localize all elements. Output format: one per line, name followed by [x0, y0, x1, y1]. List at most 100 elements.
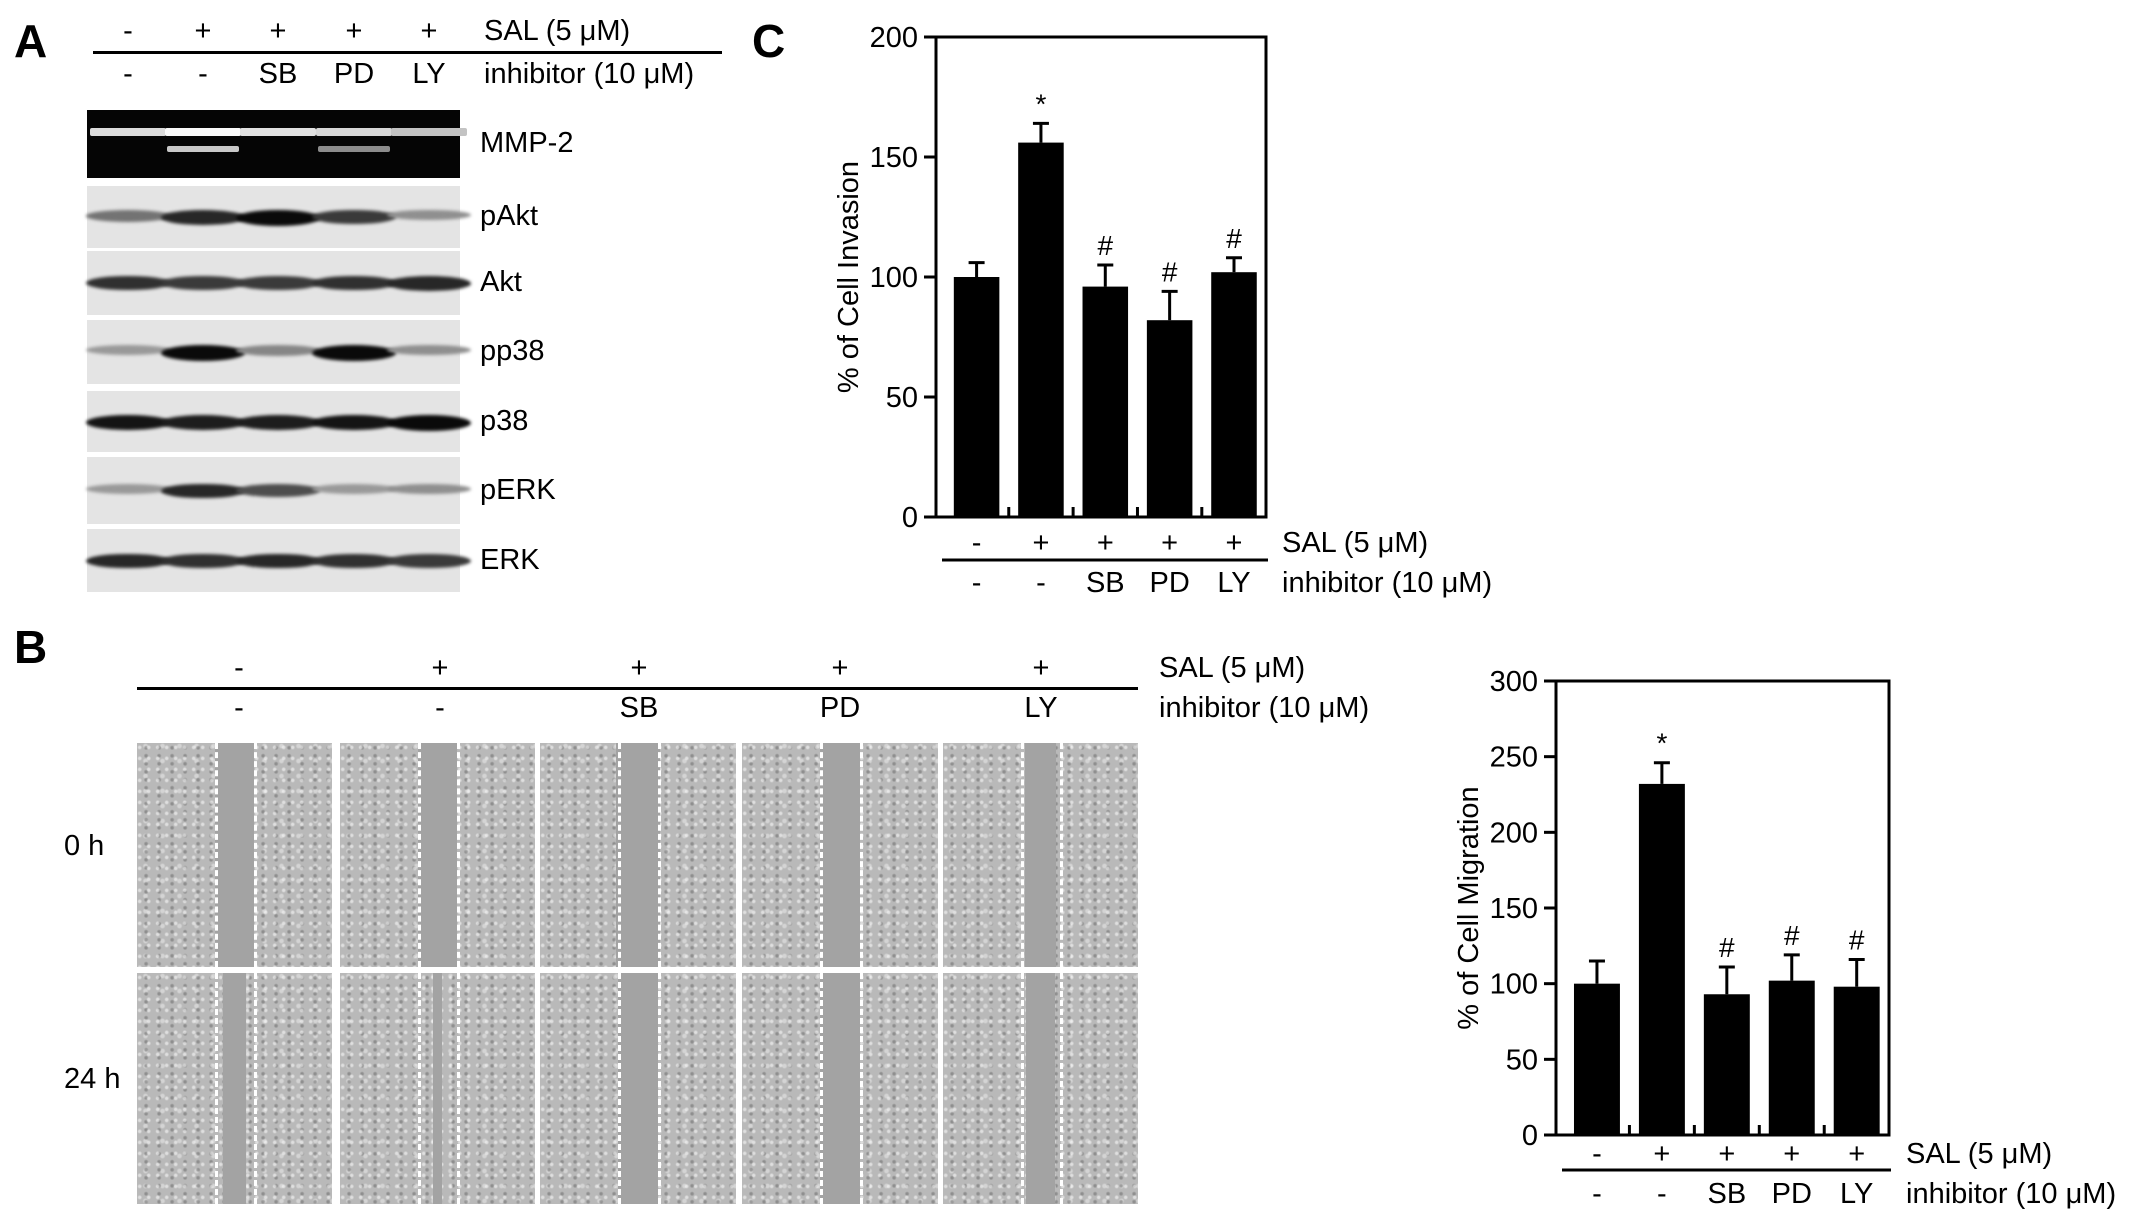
significance-mark: #: [1784, 920, 1800, 951]
inhibitor-label: SB: [1707, 1178, 1746, 1210]
inhibitor-label: PD: [1772, 1178, 1812, 1210]
sal-condition-label: SAL (5 μM): [1906, 1138, 2052, 1170]
significance-mark: #: [1849, 924, 1865, 955]
wound-edge-line: [1060, 743, 1063, 967]
blot-band: [86, 553, 170, 569]
sal-sign: +: [1097, 527, 1114, 559]
y-tick-label: 150: [870, 142, 918, 174]
wound-edge-line: [820, 743, 824, 967]
inhibitor-label: -: [1036, 567, 1046, 599]
sal-condition-label: SAL (5 μM): [1282, 527, 1428, 559]
y-tick-label: 50: [1506, 1044, 1538, 1076]
wound-edge-line: [215, 743, 218, 967]
blot-band: [161, 414, 245, 430]
blot-band: [165, 128, 241, 136]
sal-sign: +: [420, 15, 438, 47]
blot-label: pp38: [480, 335, 545, 367]
migration-bar-chart: 0 50 100 150 200 250 300 % of Cell Migration - - *…: [1453, 666, 2116, 1210]
sal-sign: +: [630, 652, 648, 684]
wound-image-0h-5: [943, 743, 1138, 967]
significance-mark: *: [1656, 728, 1667, 759]
inhibitor-label: PD: [1149, 567, 1189, 599]
timepoint-label-0h: 0 h: [64, 830, 105, 862]
sal-sign: +: [1653, 1138, 1670, 1170]
y-tick-label: 0: [902, 502, 918, 534]
blot-band: [236, 483, 320, 497]
blot-band: [240, 128, 316, 136]
inhibitor-label: SB: [258, 58, 298, 90]
wound-edge-line: [859, 973, 863, 1204]
sal-sign: +: [1226, 527, 1243, 559]
blot-band: [86, 276, 170, 291]
inhibitor-condition-label: inhibitor (10 μM): [1906, 1178, 2116, 1210]
sal-sign: +: [1718, 1138, 1735, 1170]
y-tick-label: 200: [1490, 817, 1538, 849]
wound-gap: [418, 743, 457, 967]
y-axis-label: % of Cell Invasion: [833, 161, 865, 393]
y-tick-label: 300: [1490, 666, 1538, 698]
blot-band: [86, 210, 170, 222]
inhibitor-label: -: [1657, 1178, 1667, 1210]
blot-band: [236, 210, 320, 226]
wound-edge-line: [657, 743, 661, 967]
significance-mark: #: [1162, 256, 1178, 287]
inhibitor-label: -: [123, 58, 133, 90]
sal-sign: +: [1161, 527, 1178, 559]
wound-image-24h-5: [943, 973, 1138, 1204]
wound-edge-line: [254, 973, 257, 1204]
bar: [1211, 272, 1257, 517]
blot-band: [387, 345, 471, 356]
blot-row-pakt: [86, 186, 471, 248]
blot-label: ERK: [480, 543, 540, 576]
blot-band-lower: [318, 146, 390, 152]
bar: [1703, 994, 1750, 1135]
inhibitor-label: SB: [1086, 567, 1125, 599]
wound-edge-line: [254, 743, 257, 967]
y-tick-label: 100: [1490, 969, 1538, 1001]
bar: [953, 277, 1000, 517]
wound-edge-line: [859, 743, 863, 967]
blot-band: [312, 414, 396, 431]
inhibitor-condition-label: inhibitor (10 μM): [484, 58, 695, 90]
significance-mark: #: [1226, 223, 1242, 254]
wound-gap: [1025, 973, 1056, 1204]
inhibitor-label: LY: [1217, 567, 1250, 599]
inhibitor-label: -: [972, 567, 982, 599]
blot-band: [161, 345, 245, 361]
y-tick-label: 50: [886, 382, 918, 414]
inhibitor-label: -: [234, 692, 244, 724]
y-tick-label: 250: [1490, 742, 1538, 774]
blot-label: pERK: [480, 473, 556, 506]
wound-edge-line: [457, 743, 460, 967]
blot-band: [316, 128, 392, 136]
bar: [1833, 986, 1880, 1135]
blot-band: [387, 414, 471, 431]
bar: [1146, 320, 1193, 517]
wound-gap: [432, 973, 443, 1204]
blot-label: Akt: [480, 266, 522, 298]
blot-band: [86, 483, 170, 494]
wound-image-0h-3: [540, 743, 736, 967]
divider-line: [93, 51, 722, 54]
wound-image-0h-2: [340, 743, 535, 967]
inhibitor-label: PD: [819, 692, 861, 724]
wound-edge-line: [418, 973, 421, 1204]
y-tick-label: 200: [870, 22, 918, 54]
sal-sign: +: [345, 15, 363, 47]
sal-sign: +: [431, 652, 449, 684]
sal-sign: +: [1032, 652, 1050, 684]
wound-edge-line: [618, 743, 622, 967]
inhibitor-label: -: [1592, 1178, 1602, 1210]
blot-band: [86, 345, 170, 355]
wound-gap: [618, 973, 658, 1204]
sal-sign: +: [1032, 527, 1049, 559]
inhibitor-condition-label: inhibitor (10 μM): [1159, 692, 1370, 724]
sal-sign: +: [194, 15, 212, 47]
wound-gap: [215, 743, 254, 967]
inhibitor-label: LY: [1024, 692, 1058, 724]
divider-line: [137, 687, 1138, 690]
blot-band: [236, 414, 320, 430]
blot-band: [312, 483, 396, 494]
blot-band: [86, 414, 170, 431]
